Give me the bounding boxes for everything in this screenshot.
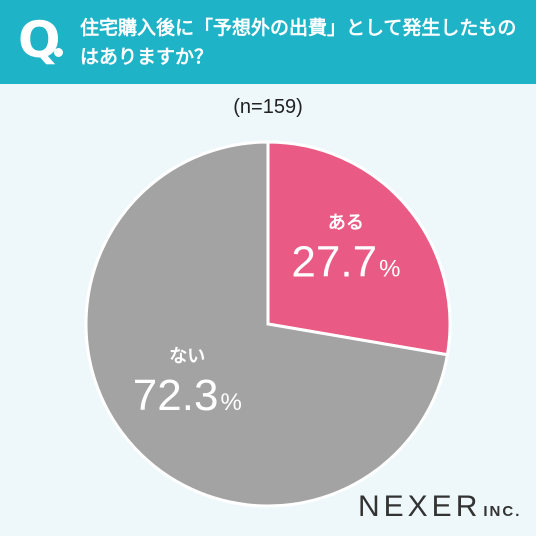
- slice-label-1: ある: [328, 212, 364, 233]
- brand-name: NEXER: [358, 490, 482, 523]
- slice-value-2: 72.3%: [133, 371, 242, 420]
- pie-slice-2: [84, 140, 450, 508]
- brand-suffix: INC.: [483, 503, 522, 520]
- slice-label-2: ない: [169, 346, 205, 367]
- pie-slice-1: [266, 140, 452, 357]
- question-text: 住宅購入後に「予想外の出費」として発生したものはありますか？: [80, 17, 517, 68]
- question-header: Q 住宅購入後に「予想外の出費」として発生したものはありますか？: [0, 0, 536, 84]
- q-mark: Q: [18, 11, 61, 69]
- q-dot: [54, 48, 63, 57]
- slice-value-1: 27.7%: [291, 237, 400, 286]
- sample-size-label: (n=159): [233, 96, 303, 118]
- brand-logo: NEXER INC.: [358, 490, 521, 524]
